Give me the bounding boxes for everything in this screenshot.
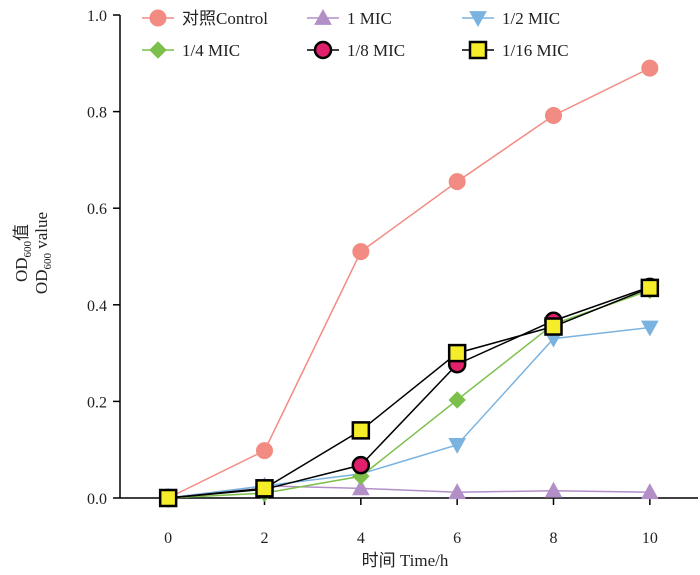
- x-tick-label: 10: [642, 530, 658, 547]
- legend-marker: [314, 8, 332, 25]
- legend-item: 1 MIC: [307, 8, 392, 28]
- axes: 0.0 0.2 0.4 0.6 0.8 1.0 0 2 4 6 8 10: [87, 8, 698, 547]
- y-axis-title-line1: OD600值: [12, 224, 34, 282]
- data-point-1-16-mic: [640, 278, 660, 298]
- legend-item: 1/2 MIC: [462, 9, 560, 28]
- legend-label: 1/2 MIC: [502, 9, 560, 28]
- data-point-control: [448, 173, 466, 191]
- legend-label: 1 MIC: [347, 9, 392, 28]
- data-point-1-16-mic: [158, 488, 178, 508]
- data-point-control: [545, 106, 562, 124]
- legend-item: 1/16 MIC: [462, 40, 569, 60]
- data-point-control: [641, 59, 659, 77]
- series-line-1-2-mic: [168, 326, 650, 499]
- y-tick-label: 0.4: [87, 298, 107, 315]
- y-tick-label: 1.0: [87, 8, 107, 25]
- data-point-1-16-mic: [447, 343, 467, 363]
- legend-item: 1/8 MIC: [307, 40, 405, 60]
- legend-marker: [313, 40, 333, 60]
- data-point-1-16-mic: [351, 421, 371, 440]
- data-point-control: [352, 243, 370, 261]
- data-point-1-mic: [544, 481, 563, 498]
- data-point-1-4-mic: [448, 391, 466, 409]
- y-tick-label: 0.8: [87, 105, 107, 122]
- x-axis-title: 时间 Time/h: [362, 551, 449, 570]
- legend-marker: [469, 11, 487, 28]
- legend-label: 1/16 MIC: [502, 41, 569, 60]
- legend-label: 1/4 MIC: [182, 41, 240, 60]
- series-line-1-8-mic: [168, 286, 651, 499]
- legend-marker: [468, 40, 488, 60]
- x-tick-label: 2: [261, 530, 269, 547]
- x-tick-label: 6: [453, 530, 461, 547]
- legend: 对照Control 1 MIC 1/2 MIC 1/4 MIC 1/8 MIC 1/16 …: [142, 8, 569, 60]
- series-line-1-16-mic: [168, 287, 651, 499]
- series-lines: [167, 67, 651, 499]
- data-point-1-8-mic: [351, 455, 371, 475]
- legend-label: 对照Control: [182, 9, 268, 28]
- y-axis-title: OD600值 OD600 value: [12, 212, 54, 294]
- legend-item: 1/4 MIC: [142, 41, 240, 60]
- series-line-control: [167, 67, 651, 499]
- legend-label: 1/8 MIC: [347, 41, 405, 60]
- legend-item: 对照Control: [142, 9, 268, 28]
- data-point-1-2-mic: [640, 320, 659, 337]
- data-point-1-mic: [640, 483, 659, 500]
- data-point-1-mic: [351, 479, 370, 496]
- x-tick-label: 0: [164, 530, 172, 547]
- y-tick-label: 0.0: [87, 491, 107, 508]
- y-tick-label: 0.6: [87, 201, 107, 218]
- x-tick-label: 8: [550, 530, 558, 547]
- y-tick-label: 0.2: [87, 394, 107, 411]
- series-line-1-4-mic: [168, 289, 651, 499]
- series-markers: [158, 59, 660, 508]
- y-axis-title-line2: OD600 value: [32, 212, 54, 294]
- data-point-1-16-mic: [255, 479, 274, 498]
- data-point-1-2-mic: [448, 437, 467, 454]
- x-tick-label: 4: [357, 530, 365, 547]
- data-point-control: [256, 442, 273, 460]
- legend-marker: [149, 9, 167, 27]
- legend-marker: [149, 41, 167, 59]
- data-point-1-mic: [448, 483, 467, 500]
- data-point-1-16-mic: [544, 317, 563, 336]
